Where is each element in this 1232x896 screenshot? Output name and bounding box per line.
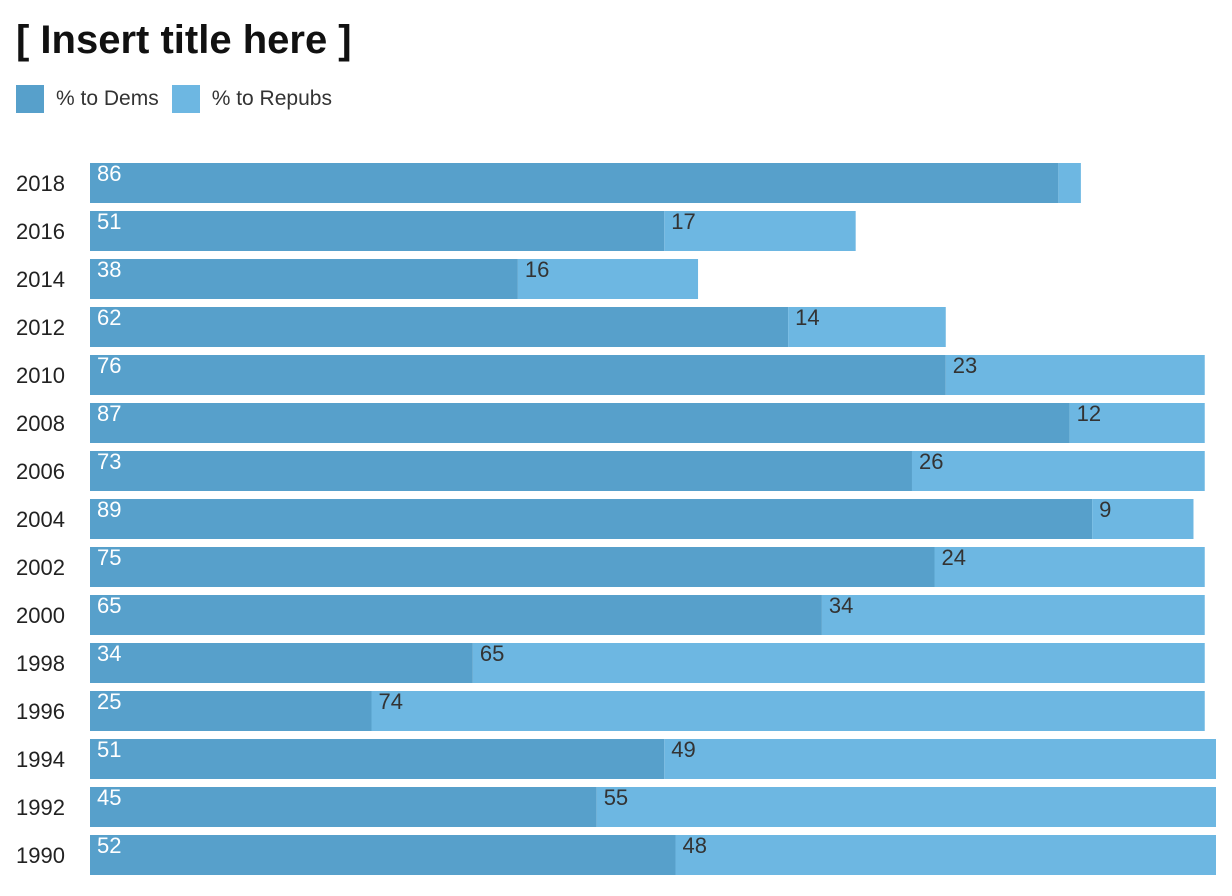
bar-repubs-1998: [472, 643, 1205, 683]
data-label-dems-2006: 73: [97, 449, 121, 474]
bar-dems-2018: [90, 163, 1059, 203]
data-label-repubs-2016: 17: [671, 209, 695, 234]
y-tick-label-1996: 1996: [16, 699, 65, 724]
data-label-repubs-2006: 26: [919, 449, 943, 474]
bar-repubs-1994: [664, 739, 1216, 779]
bar-repubs-2012: [788, 307, 946, 347]
bar-dems-2014: [90, 259, 518, 299]
data-label-dems-1992: 45: [97, 785, 121, 810]
y-tick-label-2000: 2000: [16, 603, 65, 628]
bar-dems-1994: [90, 739, 665, 779]
bar-dems-1992: [90, 787, 597, 827]
bar-repubs-2008: [1069, 403, 1205, 443]
data-label-repubs-2000: 34: [829, 593, 853, 618]
data-label-repubs-2012: 14: [795, 305, 819, 330]
y-tick-label-2010: 2010: [16, 363, 65, 388]
bar-dems-2004: [90, 499, 1093, 539]
data-label-dems-2016: 51: [97, 209, 121, 234]
y-tick-label-1998: 1998: [16, 651, 65, 676]
bar-repubs-2010: [945, 355, 1205, 395]
data-label-dems-2000: 65: [97, 593, 121, 618]
y-tick-label-2014: 2014: [16, 267, 65, 292]
bar-repubs-2006: [911, 451, 1205, 491]
bar-dems-2000: [90, 595, 822, 635]
y-tick-label-1994: 1994: [16, 747, 65, 772]
bar-dems-2006: [90, 451, 912, 491]
data-label-repubs-1994: 49: [671, 737, 695, 762]
legend-swatch-repubs: [171, 85, 200, 113]
bar-dems-2008: [90, 403, 1070, 443]
y-tick-label-2006: 2006: [16, 459, 65, 484]
y-tick-label-2016: 2016: [16, 219, 65, 244]
bar-dems-2012: [90, 307, 789, 347]
bar-repubs-1990: [675, 835, 1216, 875]
bar-repubs-1992: [596, 787, 1216, 827]
data-label-dems-2010: 76: [97, 353, 121, 378]
data-label-repubs-1998: 65: [480, 641, 504, 666]
legend: % to Dems % to Repubs: [16, 85, 345, 113]
data-label-repubs-2002: 24: [942, 545, 966, 570]
data-label-repubs-1990: 48: [683, 833, 707, 858]
bar-dems-1996: [90, 691, 372, 731]
chart-title: [ Insert title here ]: [16, 18, 352, 62]
legend-label-dems: % to Dems: [56, 87, 159, 110]
legend-item-repubs: % to Repubs: [171, 85, 332, 113]
y-tick-label-2018: 2018: [16, 171, 65, 196]
bar-repubs-2016: [664, 211, 856, 251]
y-tick-label-1990: 1990: [16, 843, 65, 868]
bar-dems-1998: [90, 643, 473, 683]
data-label-repubs-2014: 16: [525, 257, 549, 282]
bar-repubs-2002: [934, 547, 1205, 587]
bar-dems-1990: [90, 835, 676, 875]
y-tick-label-2012: 2012: [16, 315, 65, 340]
data-label-dems-2004: 89: [97, 497, 121, 522]
legend-swatch-dems: [16, 85, 44, 113]
data-label-repubs-2004: 9: [1099, 497, 1111, 522]
data-label-repubs-1996: 74: [379, 689, 403, 714]
data-label-dems-1994: 51: [97, 737, 121, 762]
y-tick-label-2008: 2008: [16, 411, 65, 436]
legend-item-dems: % to Dems: [16, 85, 159, 113]
data-label-dems-1990: 52: [97, 833, 121, 858]
bar-repubs-2000: [821, 595, 1205, 635]
data-label-dems-2012: 62: [97, 305, 121, 330]
data-label-dems-1998: 34: [97, 641, 121, 666]
bar-dems-2002: [90, 547, 935, 587]
data-label-repubs-2010: 23: [953, 353, 977, 378]
data-label-dems-2002: 75: [97, 545, 121, 570]
bar-dems-2010: [90, 355, 946, 395]
data-label-dems-2014: 38: [97, 257, 121, 282]
data-label-dems-2018: 86: [97, 161, 121, 186]
bar-dems-2016: [90, 211, 665, 251]
y-tick-label-2004: 2004: [16, 507, 65, 532]
bar-repubs-1996: [371, 691, 1205, 731]
data-label-repubs-2008: 12: [1077, 401, 1101, 426]
y-tick-label-2002: 2002: [16, 555, 65, 580]
data-label-dems-1996: 25: [97, 689, 121, 714]
bar-repubs-2014: [517, 259, 699, 299]
bar-repubs-2004: [1092, 499, 1194, 539]
bar-repubs-2018: [1058, 163, 1081, 203]
legend-label-repubs: % to Repubs: [211, 87, 332, 110]
data-label-repubs-1992: 55: [604, 785, 628, 810]
data-label-dems-2008: 87: [97, 401, 121, 426]
y-tick-label-1992: 1992: [16, 795, 65, 820]
